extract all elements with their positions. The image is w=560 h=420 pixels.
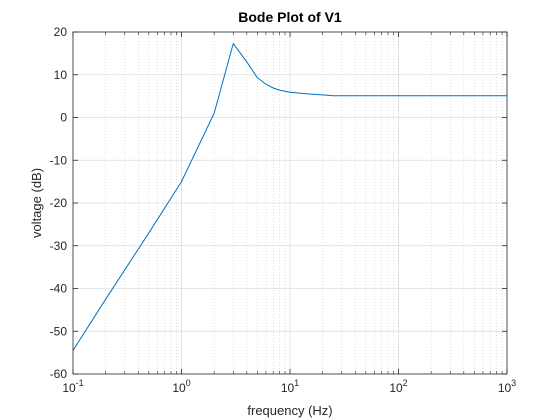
y-axis-label: voltage (dB) [29, 168, 44, 238]
y-tick-labels: -60 -50 -40 -30 -20 -10 0 10 20 [50, 25, 68, 381]
y-tick-label: -60 [50, 367, 68, 381]
x-tick-label: 102 [389, 378, 407, 395]
y-tick-label: -20 [50, 196, 68, 210]
x-tick-label: 100 [172, 378, 190, 395]
x-tick-label: 101 [281, 378, 299, 395]
y-tick-label: 10 [54, 68, 68, 82]
x-tick-label: 103 [498, 378, 516, 395]
y-tick-label: -50 [50, 324, 68, 338]
x-tick-label: 10-1 [62, 378, 83, 395]
y-tick-label: -40 [50, 282, 68, 296]
major-grid [73, 32, 507, 374]
series-line [72, 43, 507, 351]
y-tick-label: -10 [50, 153, 68, 167]
chart-title: Bode Plot of V1 [238, 9, 342, 25]
y-tick-label: -30 [50, 239, 68, 253]
y-tick-label: 0 [60, 111, 67, 125]
series-layer [72, 43, 507, 351]
tick-marks [72, 31, 508, 375]
x-axis-label: frequency (Hz) [247, 403, 332, 418]
y-tick-label: 20 [54, 25, 68, 39]
x-tick-labels: 10-1 100 101 102 103 [62, 378, 516, 395]
